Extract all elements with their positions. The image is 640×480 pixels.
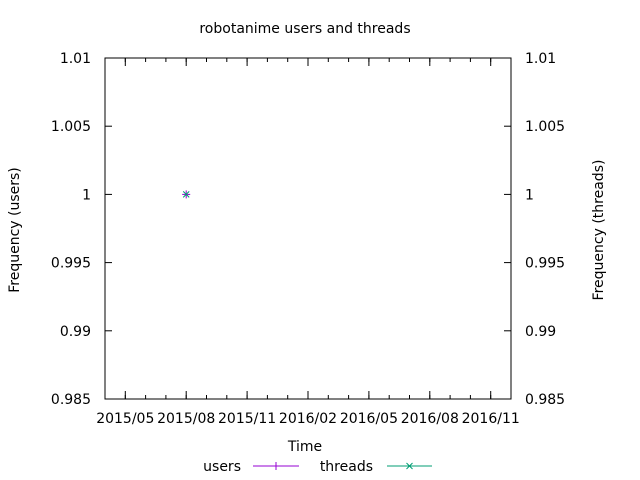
x-tick-label: 2016/08: [401, 411, 459, 427]
x-tick-labels: 2015/05 2015/08 2015/11 2016/02 2016/05 2016/…: [96, 411, 520, 427]
x-tick-label: 2016/05: [340, 411, 398, 427]
x-tick-label: 2015/05: [96, 411, 154, 427]
y-tick-label-left: 0.99: [60, 324, 91, 340]
y-tick-label-left: 0.985: [51, 392, 91, 408]
y-tick-label-right: 1.005: [525, 119, 565, 135]
legend-marker-users: [272, 462, 280, 470]
legend-marker-threads: [406, 462, 413, 470]
y-tick-label-right: 1: [525, 187, 534, 203]
legend-label-threads: threads: [320, 459, 373, 475]
y-axis-label-right: Frequency (threads): [591, 160, 607, 301]
x-tick-label: 2015/11: [218, 411, 276, 427]
tick-marks: [105, 57, 511, 400]
x-axis-label: Time: [287, 439, 322, 455]
data-points: [182, 190, 191, 199]
y-tick-label-right: 0.985: [525, 392, 565, 408]
data-point-threads: [182, 191, 190, 198]
y-tick-label-left: 0.995: [51, 256, 91, 272]
y-tick-labels-right: 1.01 1.005 1 0.995 0.99 0.985: [525, 51, 565, 408]
legend: users threads: [203, 459, 432, 475]
x-tick-label: 2016/11: [462, 411, 520, 427]
chart-title: robotanime users and threads: [199, 21, 410, 37]
y-tick-label-right: 1.01: [525, 51, 556, 67]
y-tick-label-right: 0.99: [525, 324, 556, 340]
y-tick-label-left: 1: [82, 187, 91, 203]
x-tick-label: 2015/08: [157, 411, 215, 427]
x-tick-label: 2016/02: [279, 411, 337, 427]
plot-area: [104, 57, 512, 400]
y-axis-label-left: Frequency (users): [7, 167, 23, 293]
y-tick-labels-left: 1.01 1.005 1 0.995 0.99 0.985: [51, 51, 91, 408]
y-tick-label-left: 1.005: [51, 119, 91, 135]
legend-point-threads: [406, 462, 413, 470]
y-tick-label-left: 1.01: [60, 51, 91, 67]
y-tick-label-right: 0.995: [525, 256, 565, 272]
legend-label-users: users: [203, 459, 241, 475]
